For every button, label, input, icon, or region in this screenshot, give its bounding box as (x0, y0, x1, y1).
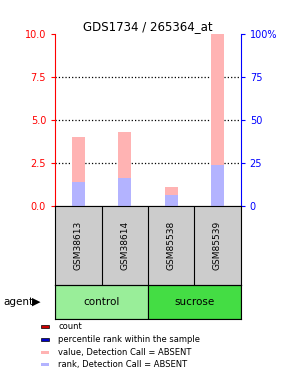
Text: ▶: ▶ (32, 297, 41, 307)
Text: GSM85539: GSM85539 (213, 221, 222, 270)
Bar (211, 34, 224, 206)
Text: GSM85538: GSM85538 (166, 221, 176, 270)
Text: count: count (58, 322, 82, 332)
Bar (41, 351, 49, 354)
Bar (41, 338, 49, 341)
Bar (118, 178, 131, 206)
Text: rank, Detection Call = ABSENT: rank, Detection Call = ABSENT (58, 360, 187, 369)
Bar (72, 182, 85, 206)
Bar (72, 137, 85, 206)
Text: GSM38613: GSM38613 (74, 221, 83, 270)
Bar (55, 285, 148, 319)
Bar (41, 326, 49, 328)
Text: GSM38614: GSM38614 (120, 221, 129, 270)
Bar (165, 187, 177, 206)
Text: value, Detection Call = ABSENT: value, Detection Call = ABSENT (58, 348, 191, 357)
Bar (41, 363, 49, 366)
Text: agent: agent (3, 297, 33, 307)
Text: percentile rank within the sample: percentile rank within the sample (58, 335, 200, 344)
Title: GDS1734 / 265364_at: GDS1734 / 265364_at (83, 20, 213, 33)
Bar (211, 165, 224, 206)
Bar (165, 195, 177, 206)
Text: sucrose: sucrose (174, 297, 214, 307)
Bar (118, 132, 131, 206)
Text: control: control (83, 297, 120, 307)
Bar (148, 285, 241, 319)
